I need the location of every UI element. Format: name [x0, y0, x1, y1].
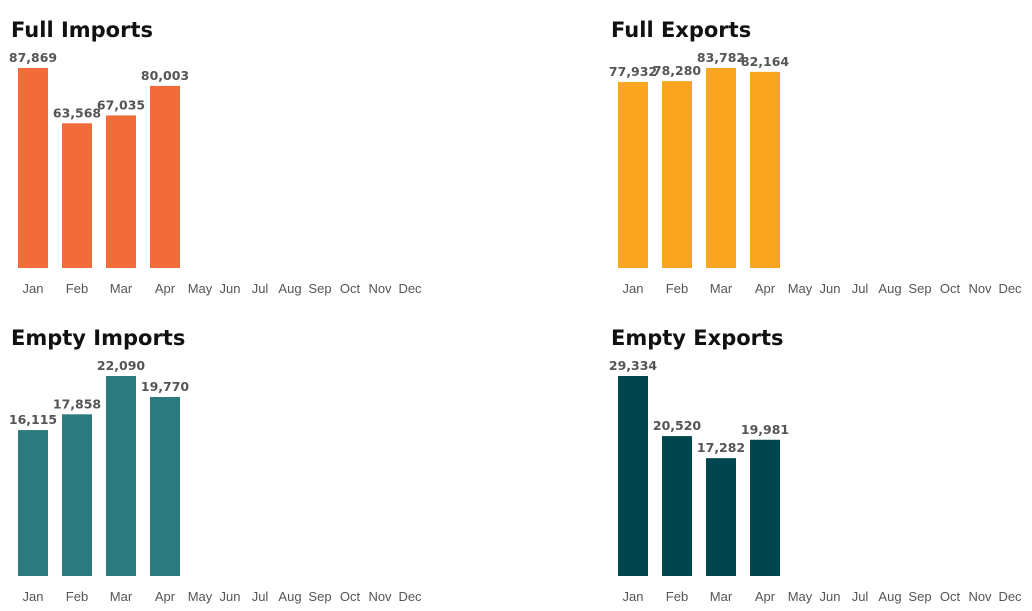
chart-title: Empty Exports: [611, 326, 784, 350]
value-label: 22,090: [97, 358, 146, 373]
x-tick-label: Apr: [155, 281, 176, 296]
x-tick-label: Apr: [155, 589, 176, 604]
value-label: 67,035: [97, 97, 145, 112]
bar: [750, 71, 780, 269]
bar: [618, 81, 648, 268]
value-label: 63,568: [53, 105, 101, 120]
chart-title: Empty Imports: [11, 326, 185, 350]
value-label: 19,770: [141, 379, 190, 394]
value-label: 87,869: [9, 50, 57, 65]
x-tick-label: Dec: [398, 281, 422, 296]
x-tick-label: Oct: [340, 281, 361, 296]
x-tick-label: Mar: [710, 589, 733, 604]
value-label: 16,115: [9, 412, 57, 427]
x-tick-label: Mar: [710, 281, 733, 296]
x-tick-label: Nov: [368, 281, 392, 296]
bar: [662, 81, 692, 268]
x-tick-label: Dec: [998, 589, 1022, 604]
x-tick-label: May: [188, 281, 213, 296]
x-tick-label: May: [788, 589, 813, 604]
x-tick-label: Feb: [66, 589, 88, 604]
x-tick-label: Sep: [908, 589, 931, 604]
value-label: 17,858: [53, 396, 101, 411]
bar: [150, 85, 180, 268]
x-tick-label: Jul: [252, 589, 269, 604]
bar: [618, 376, 648, 576]
x-tick-label: Oct: [940, 589, 961, 604]
x-tick-label: Sep: [908, 281, 931, 296]
x-tick-label: Jun: [220, 589, 241, 604]
value-label: 83,782: [697, 50, 745, 65]
bar: [662, 436, 692, 576]
bar: [706, 458, 736, 576]
bar: [62, 123, 92, 268]
x-tick-label: Nov: [968, 589, 992, 604]
value-label: 19,981: [741, 422, 789, 437]
x-tick-label: Sep: [308, 589, 331, 604]
value-label: 77,932: [609, 64, 657, 79]
x-tick-label: Oct: [340, 589, 361, 604]
x-tick-label: Jul: [852, 281, 869, 296]
value-label: 82,164: [741, 54, 790, 69]
chart-title: Full Imports: [11, 18, 153, 42]
x-tick-label: Aug: [278, 589, 301, 604]
value-label: 29,334: [609, 358, 658, 373]
x-tick-label: Apr: [755, 281, 776, 296]
x-tick-label: Aug: [878, 281, 901, 296]
x-tick-label: Dec: [398, 589, 422, 604]
bar: [106, 376, 136, 576]
x-tick-label: Feb: [66, 281, 88, 296]
value-label: 78,280: [653, 63, 702, 78]
x-tick-label: Jul: [252, 281, 269, 296]
x-tick-label: Nov: [368, 589, 392, 604]
value-label: 17,282: [697, 440, 745, 455]
x-tick-label: Jun: [220, 281, 241, 296]
value-label: 20,520: [653, 418, 702, 433]
x-tick-label: Nov: [968, 281, 992, 296]
x-tick-label: Aug: [878, 589, 901, 604]
x-tick-label: Mar: [110, 589, 133, 604]
x-tick-label: Aug: [278, 281, 301, 296]
bar: [750, 439, 780, 576]
bar: [62, 414, 92, 576]
x-tick-label: Dec: [998, 281, 1022, 296]
x-tick-label: Jun: [820, 589, 841, 604]
value-label: 80,003: [141, 68, 189, 83]
bar: [706, 68, 736, 268]
x-tick-label: Jan: [23, 589, 44, 604]
x-tick-label: Jan: [623, 281, 644, 296]
x-tick-label: Feb: [666, 589, 688, 604]
x-tick-label: Oct: [940, 281, 961, 296]
x-tick-label: Apr: [755, 589, 776, 604]
x-tick-label: Sep: [308, 281, 331, 296]
chart-title: Full Exports: [611, 18, 751, 42]
x-tick-label: Jun: [820, 281, 841, 296]
bar: [150, 397, 180, 576]
x-tick-label: May: [788, 281, 813, 296]
bar: [106, 115, 136, 268]
bar: [18, 68, 48, 268]
x-tick-label: Jan: [623, 589, 644, 604]
x-tick-label: Mar: [110, 281, 133, 296]
x-tick-label: Feb: [666, 281, 688, 296]
bar: [18, 430, 48, 576]
x-tick-label: Jan: [23, 281, 44, 296]
x-tick-label: Jul: [852, 589, 869, 604]
x-tick-label: May: [188, 589, 213, 604]
